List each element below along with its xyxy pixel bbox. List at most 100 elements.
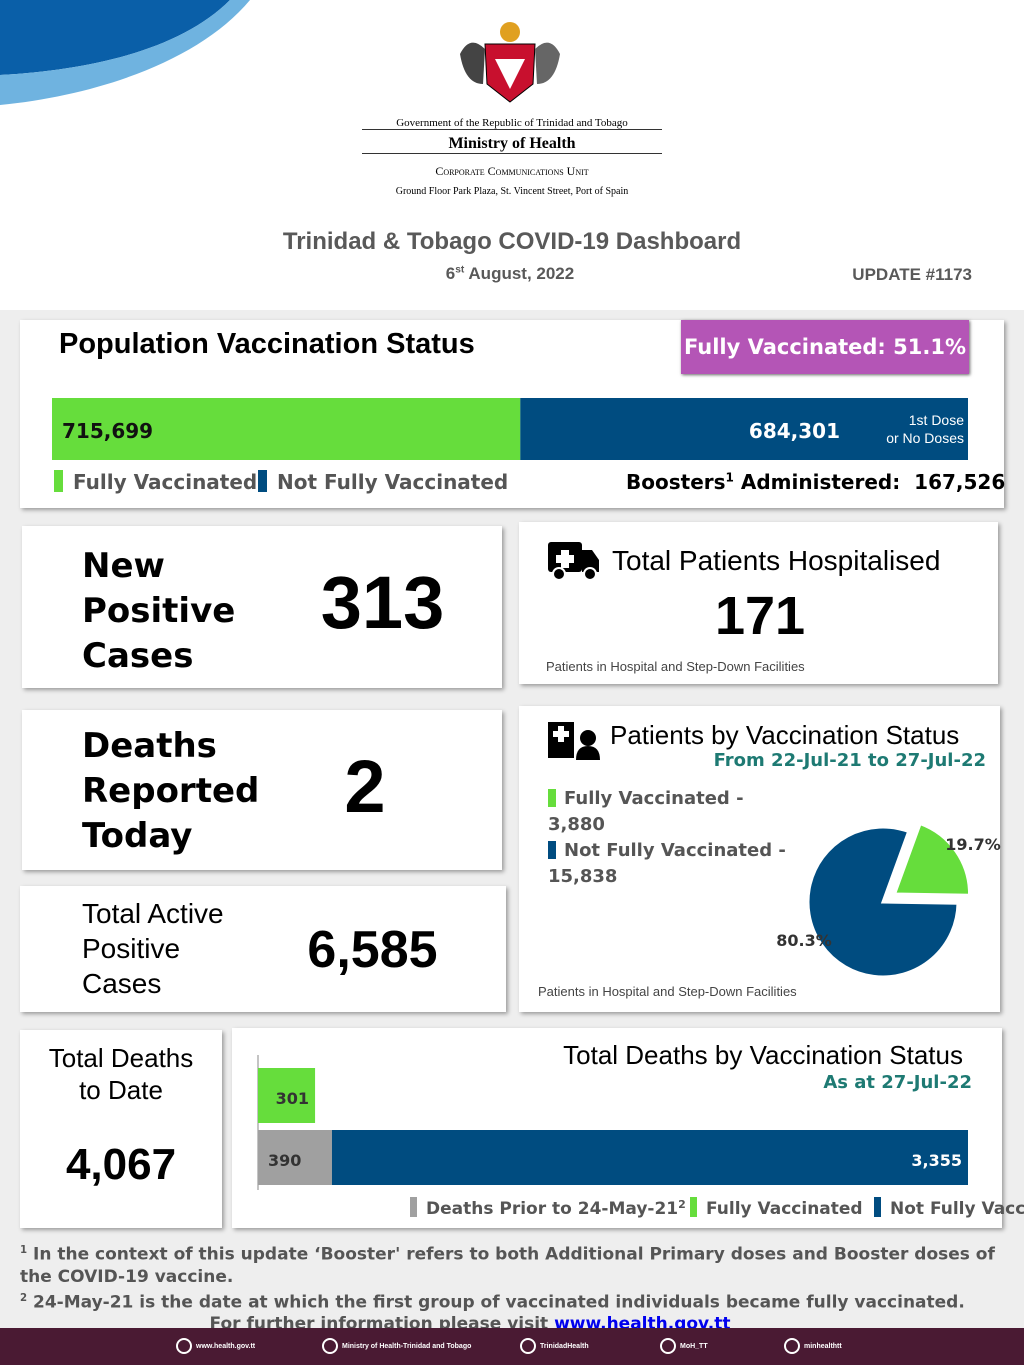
legend-swatch — [874, 1197, 881, 1217]
deaths-today-card — [22, 710, 502, 870]
footer-icon — [520, 1338, 536, 1354]
new-cases-label: New Positive Cases — [82, 544, 235, 679]
address: Ground Floor Park Plaza, St. Vincent Str… — [395, 186, 629, 197]
label-line: Total Active — [82, 898, 224, 929]
total-deaths-value: 4,067 — [65, 1140, 177, 1189]
vaccination-badge: Fully Vaccinated: 51.1% — [681, 320, 969, 374]
legend-swatch — [548, 841, 556, 859]
footnote: 1 In the context of this update ‘Booster… — [20, 1240, 1000, 1288]
bar-label: 715,699 — [62, 419, 153, 443]
patients-title: Patients by Vaccination Status — [610, 720, 960, 750]
footer-item: minhealthtt — [784, 1338, 842, 1354]
deaths-today-value: 2 — [344, 745, 386, 828]
bar — [258, 1068, 316, 1123]
active-value: 6,585 — [307, 921, 438, 979]
pie-chart: 19.7% 80.3% — [776, 821, 1001, 979]
date: 6st August, 2022 — [360, 264, 660, 284]
total-deaths-card — [20, 1030, 222, 1228]
footer-icon — [322, 1338, 338, 1354]
label-line: Total Deaths — [48, 1043, 194, 1073]
hospital-icon — [548, 722, 600, 760]
date-day: 6 — [445, 264, 456, 283]
legend-label: Deaths Prior to 24-May-212 — [426, 1198, 686, 1219]
legend-item: Fully Vaccinated - 3,880 — [548, 786, 798, 838]
legend-label: Not Fully Vaccinated — [890, 1199, 1024, 1219]
boosters-rest: Administered: — [740, 470, 901, 494]
vaccination-title: Population Vaccination Status — [59, 328, 475, 360]
hospital-note: Patients in Hospital and Step-Down Facil… — [546, 659, 805, 674]
hospital-card — [519, 522, 998, 684]
bar-segment — [520, 398, 968, 460]
bar-segment — [52, 398, 521, 460]
boosters-sup: 1 — [725, 470, 734, 485]
patients-period: From 22-Jul-21 to 27-Jul-22 — [713, 750, 986, 771]
patients-legend: Fully Vaccinated - 3,880 Not Fully Vacci… — [548, 786, 798, 890]
footnote-text: In the context of this update ‘Booster' … — [20, 1244, 995, 1287]
bar-label: 301 — [276, 1089, 309, 1108]
legend-swatch — [410, 1197, 417, 1217]
label-line: Reported — [82, 771, 260, 811]
new-cases-card — [22, 526, 502, 688]
pie-slice — [892, 821, 972, 897]
footer-link[interactable]: Ministry of Health-Trinidad and Tobago — [342, 1342, 472, 1350]
bar-label: 3,355 — [911, 1151, 962, 1170]
bar — [331, 1130, 968, 1185]
footnotes: 1 In the context of this update ‘Booster… — [20, 1240, 1000, 1335]
unit: Corporate Communications Unit — [435, 164, 589, 178]
update: UPDATE #1173 — [852, 265, 972, 284]
bar-label: 390 — [268, 1151, 301, 1170]
label-line: New — [82, 546, 165, 586]
vaccination-bar: 715,699 Fully Vaccinated 684,301 Not Fully … — [52, 398, 968, 494]
title: Trinidad & Tobago COVID-19 Dashboard — [282, 228, 742, 255]
legend-name: Not Fully Vaccinated — [890, 1199, 1024, 1219]
legend-swatch — [258, 470, 267, 492]
footer-item: Ministry of Health-Trinidad and Tobago — [322, 1338, 471, 1354]
legend-label: Not Fully Vaccinated - 15,838 — [548, 840, 786, 887]
label-line: to Date — [79, 1075, 163, 1105]
boosters-label: Boosters — [626, 470, 726, 494]
footer-link[interactable]: TrinidadHealth — [540, 1342, 589, 1350]
footnote-sup: 1 — [20, 1245, 28, 1256]
pie-label: 19.7% — [945, 835, 1001, 854]
gov-name: Government of the Republic of Trinidad a… — [362, 117, 662, 130]
bar-note: or No Doses — [886, 430, 964, 446]
legend-sup: 2 — [678, 1198, 686, 1211]
patients-note: Patients in Hospital and Step-Down Facil… — [538, 984, 797, 999]
swoosh — [0, 0, 250, 105]
active-card — [20, 886, 506, 1012]
deaths-status-title: Total Deaths by Vaccination Status — [563, 1040, 963, 1070]
bar-label: 684,301 — [749, 419, 840, 443]
label-line: Positive — [82, 933, 181, 964]
date-rest: August, 2022 — [468, 264, 575, 283]
footer-icon — [176, 1338, 192, 1354]
bar — [258, 1130, 332, 1185]
footer-item: TrinidadHealth — [520, 1338, 589, 1354]
legend-name: Fully Vaccinated — [706, 1199, 863, 1219]
legend-label: Fully Vaccinated — [706, 1199, 863, 1219]
footnote-sup: 2 — [20, 1292, 28, 1304]
legend-label: Fully Vaccinated — [73, 470, 257, 494]
date-suffix: st — [455, 264, 465, 276]
deaths-today-label: Deaths Reported Today — [82, 724, 259, 859]
footer-link[interactable]: www.health.gov.tt — [196, 1342, 256, 1350]
footer-link[interactable]: minhealthtt — [804, 1342, 842, 1350]
legend-swatch — [54, 470, 63, 492]
label-line: Cases — [82, 636, 194, 676]
pie-slice — [806, 825, 960, 979]
legend-swatch — [548, 789, 556, 807]
deaths-status-card — [232, 1028, 1002, 1228]
legend-swatch — [690, 1197, 697, 1217]
ambulance-icon — [548, 542, 599, 581]
total-deaths-label: Total Deaths to Date — [20, 1042, 222, 1106]
pie-label: 80.3% — [776, 931, 832, 950]
boosters-value: 167,526 — [914, 470, 1006, 494]
footer-item: MoH_TT — [660, 1338, 708, 1354]
legend-item: Not Fully Vaccinated - 15,838 — [548, 838, 798, 890]
ministry: Ministry of Health — [362, 135, 662, 154]
label-line: Deaths — [82, 726, 217, 766]
legend-label: Not Fully Vaccinated — [277, 470, 508, 494]
footer-link[interactable]: MoH_TT — [680, 1342, 708, 1350]
coat-of-arms — [460, 22, 560, 103]
footnote: 2 24-May-21 is the date at which the fir… — [20, 1288, 1000, 1314]
